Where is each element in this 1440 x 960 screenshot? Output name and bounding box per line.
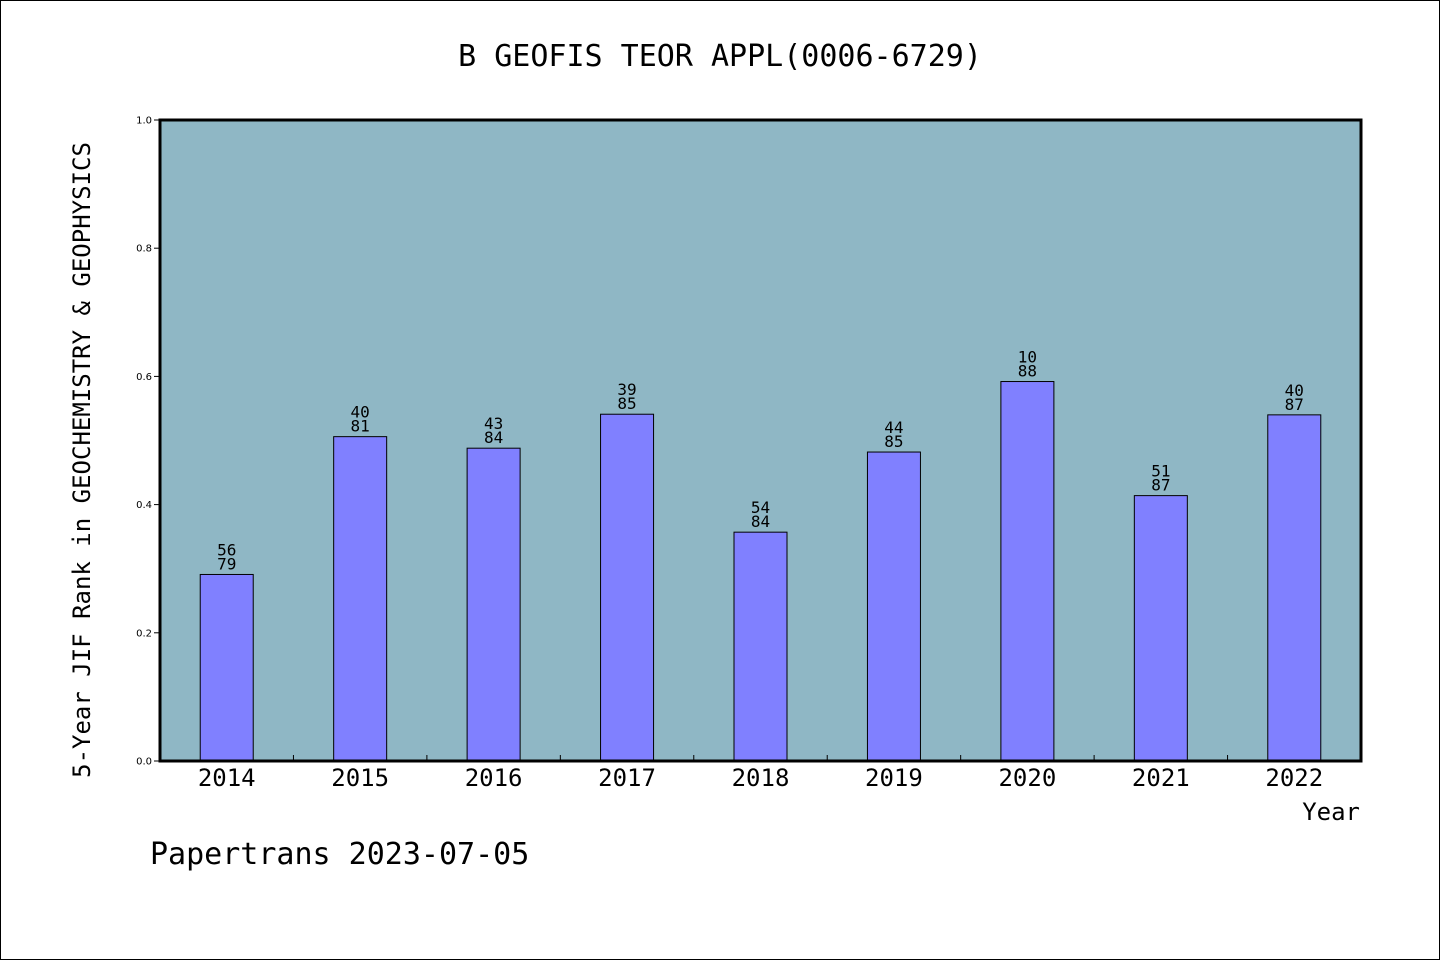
bar-2021 (1133, 495, 1188, 762)
bar-rank-label: 43 (484, 414, 503, 433)
y-tick-label: 0.6 (136, 372, 152, 383)
x-tick-label: 2015 (331, 764, 389, 792)
bar-total-label: 84 (751, 512, 770, 531)
bar-total-label: 79 (217, 554, 236, 573)
bar-2022 (1267, 414, 1322, 762)
x-tick-label: 2021 (1132, 764, 1190, 792)
y-tick-label: 0.8 (136, 244, 152, 255)
x-tick-label: 2020 (998, 764, 1056, 792)
bar-2018 (733, 531, 788, 762)
bar-total-label: 85 (617, 394, 636, 413)
bar-rank-label: 44 (884, 418, 903, 437)
y-tick-label: 0.0 (136, 757, 152, 768)
x-tick-label: 2014 (198, 764, 256, 792)
x-tick-label: 2022 (1265, 764, 1323, 792)
bar-2016 (466, 447, 521, 762)
bar-rank-label: 40 (1285, 381, 1304, 400)
y-tick-label: 0.4 (136, 500, 152, 511)
x-tick-label: 2018 (732, 764, 790, 792)
bar-total-label: 87 (1285, 395, 1304, 414)
bar-2014 (199, 573, 254, 762)
bar-total-label: 85 (884, 432, 903, 451)
bar-rank-label: 54 (751, 498, 770, 517)
bar-2017 (600, 413, 655, 762)
x-axis-label: Year (1302, 798, 1360, 826)
footer-credit: Papertrans 2023-07-05 (150, 837, 529, 872)
bar-rank-label: 39 (617, 380, 636, 399)
x-tick-label: 2017 (598, 764, 656, 792)
y-tick-label: 1.0 (136, 116, 152, 127)
bar-rank-label: 51 (1151, 462, 1170, 481)
y-axis-ticks: 0.0 0.2 0.4 0.6 0.8 1.0 (136, 116, 160, 768)
chart-title: B GEOFIS TEOR APPL(0006-6729) (458, 39, 982, 74)
x-axis-ticks: 2014 2015 2016 2017 2018 2019 2020 2021 2022 (198, 755, 1323, 792)
bar-2019 (866, 451, 921, 762)
y-tick-label: 0.2 (136, 628, 152, 639)
bar-total-label: 84 (484, 428, 503, 447)
x-tick-label: 2019 (865, 764, 923, 792)
bar-total-label: 87 (1151, 476, 1170, 495)
bar-2015 (333, 436, 388, 762)
plot-border (158, 118, 1363, 763)
bar-rank-label: 10 (1018, 348, 1037, 367)
y-axis-label: 5-Year JIF Rank in GEOCHEMISTRY & GEOPHY… (68, 142, 96, 778)
bar-total-label: 88 (1018, 362, 1037, 381)
bar-2020 (1000, 381, 1055, 762)
bar-rank-label: 40 (351, 403, 370, 422)
bar-total-label: 81 (351, 417, 370, 436)
bar-rank-label: 56 (217, 540, 236, 559)
bars-group (199, 381, 1322, 762)
x-tick-label: 2016 (465, 764, 523, 792)
